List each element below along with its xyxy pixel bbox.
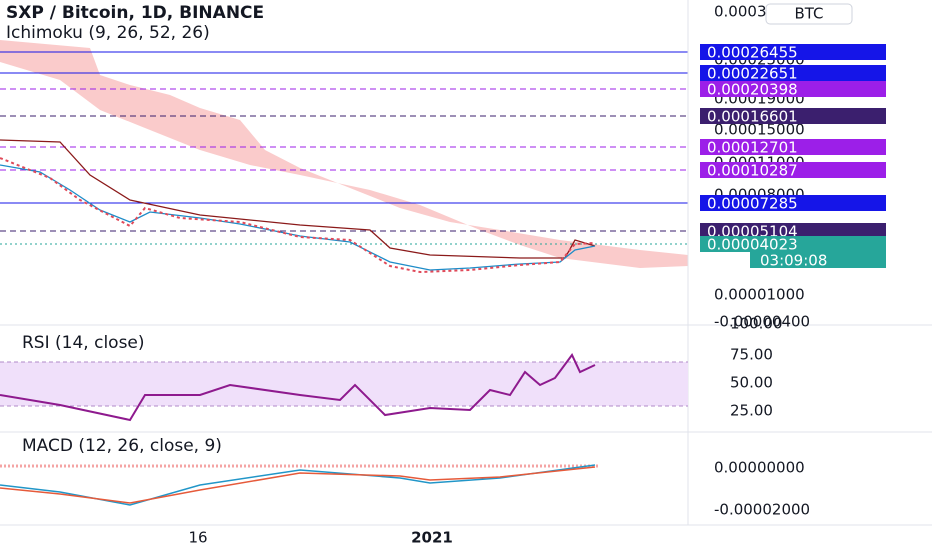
level-box: [700, 236, 886, 252]
level-box: [700, 81, 886, 97]
level-label: 0.00012701: [707, 139, 798, 157]
level-label: 0.00022651: [707, 65, 798, 83]
macd-title: MACD (12, 26, close, 9): [22, 436, 222, 456]
level-label: 0.00004023: [707, 236, 798, 254]
countdown: 03:09:08: [760, 252, 827, 270]
level-lines: [0, 51, 688, 245]
time-axis-label: 2021: [411, 529, 453, 547]
rsi-title: RSI (14, close): [22, 333, 145, 353]
level-label: 0.00010287: [707, 162, 798, 180]
macd-axis-label: 0.00000000: [714, 459, 805, 477]
currency-label[interactable]: BTC: [794, 5, 823, 23]
rsi-axis-label: 75.00: [730, 346, 773, 364]
time-axis-label: 16: [188, 529, 207, 547]
level-label: 0.00016601: [707, 108, 798, 126]
level-label: 0.00020398: [707, 81, 798, 99]
price-axis-label: 0.00001000: [714, 286, 805, 304]
indicator-title: Ichimoku (9, 26, 52, 26): [6, 23, 210, 43]
price-axis-label: -0.00000400: [714, 313, 810, 331]
level-box: [700, 162, 886, 178]
rsi-band: [0, 362, 688, 406]
level-box: [700, 108, 886, 124]
rsi-line: [0, 353, 596, 422]
macd-axis-label: -0.00002000: [714, 501, 810, 519]
price-axis-label: 0.00015000: [714, 121, 805, 139]
countdown-box: [750, 252, 886, 268]
level-box: [700, 139, 886, 155]
rsi-axis-label: 25.00: [730, 402, 773, 420]
level-label: 0.00026455: [707, 44, 798, 62]
symbol-title: SXP / Bitcoin, 1D, BINANCE: [6, 3, 264, 23]
level-label: 0.00007285: [707, 195, 798, 213]
currency-button: [765, 3, 853, 25]
level-box: [700, 195, 886, 211]
price-line: [0, 157, 596, 274]
ichimoku-cloud: [0, 40, 688, 268]
rsi-axis-label: 100.00: [730, 315, 783, 333]
level-box: [700, 223, 886, 239]
level-box: [700, 44, 886, 60]
signal-line: [0, 466, 596, 504]
level-box: [700, 65, 886, 81]
rsi-axis-label: 50.00: [730, 374, 773, 392]
